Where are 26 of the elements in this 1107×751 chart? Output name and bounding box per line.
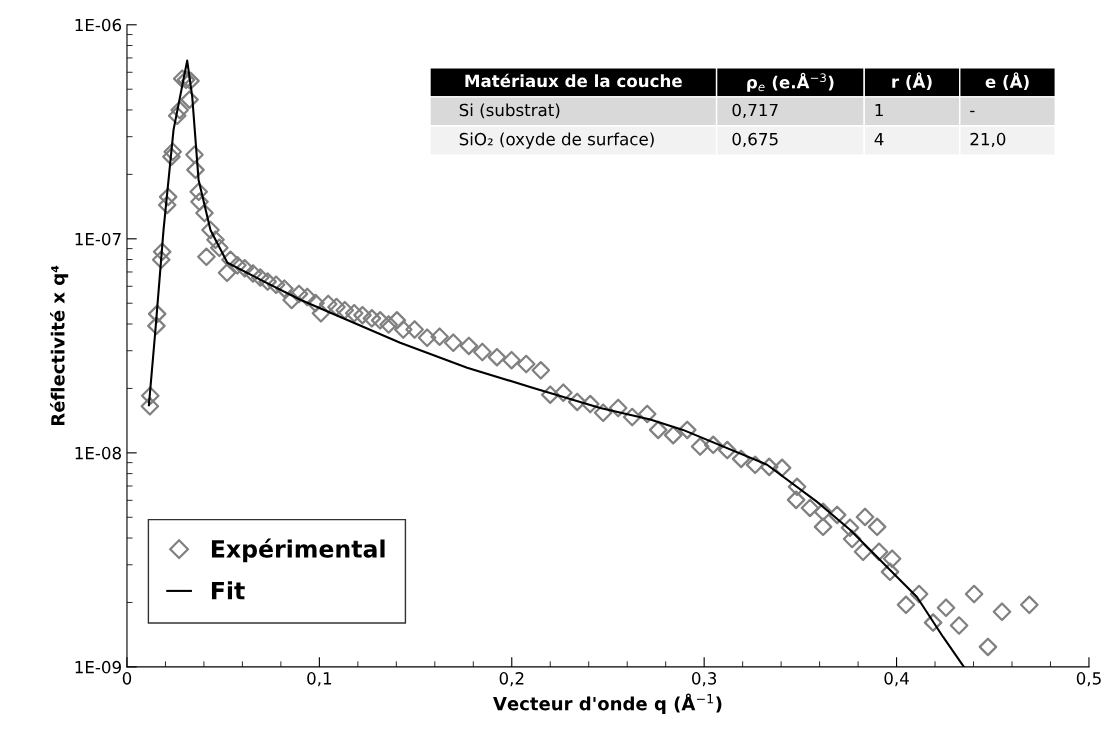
- y-tick-label: 1E-06: [75, 18, 122, 32]
- annotation: 0,675: [732, 132, 778, 148]
- x-tick-label: 0,3: [692, 672, 717, 687]
- annotation: Si (substrat): [459, 103, 560, 119]
- y-tick-label: 1E-07: [75, 232, 121, 246]
- annotation: 0,717: [732, 103, 778, 118]
- legend-label: Fit: [211, 581, 245, 600]
- annotation: ρ$_{e}$ (e.Å$^{−3}$): [747, 72, 834, 92]
- y-tick-label: 1E-08: [75, 446, 121, 460]
- annotation: 21,0: [970, 132, 1006, 148]
- x-tick-label: 0,1: [307, 672, 332, 687]
- x-tick-label: 0: [122, 672, 132, 685]
- y-axis-title: Réflectivité x q⁴: [50, 265, 69, 426]
- annotation: -: [970, 110, 975, 113]
- annotation: 1: [875, 103, 883, 117]
- annotation: 4: [874, 133, 884, 146]
- y-tick-label: 1E-09: [75, 660, 121, 674]
- annotation: r (Å): [892, 72, 932, 90]
- x-tick-label: 0,4: [884, 672, 909, 687]
- legend-label: Expérimental: [211, 538, 385, 563]
- annotation: Matériaux de la couche: [465, 73, 682, 88]
- x-tick-label: 0,2: [499, 672, 524, 687]
- x-axis-title: Vecteur d'onde q (Å$^{−1}$): [493, 693, 722, 714]
- annotation: SiO₂ (oxyde de surface): [459, 132, 654, 149]
- x-tick-label: 0,5: [1076, 672, 1101, 687]
- annotation: e (Å): [985, 72, 1029, 90]
